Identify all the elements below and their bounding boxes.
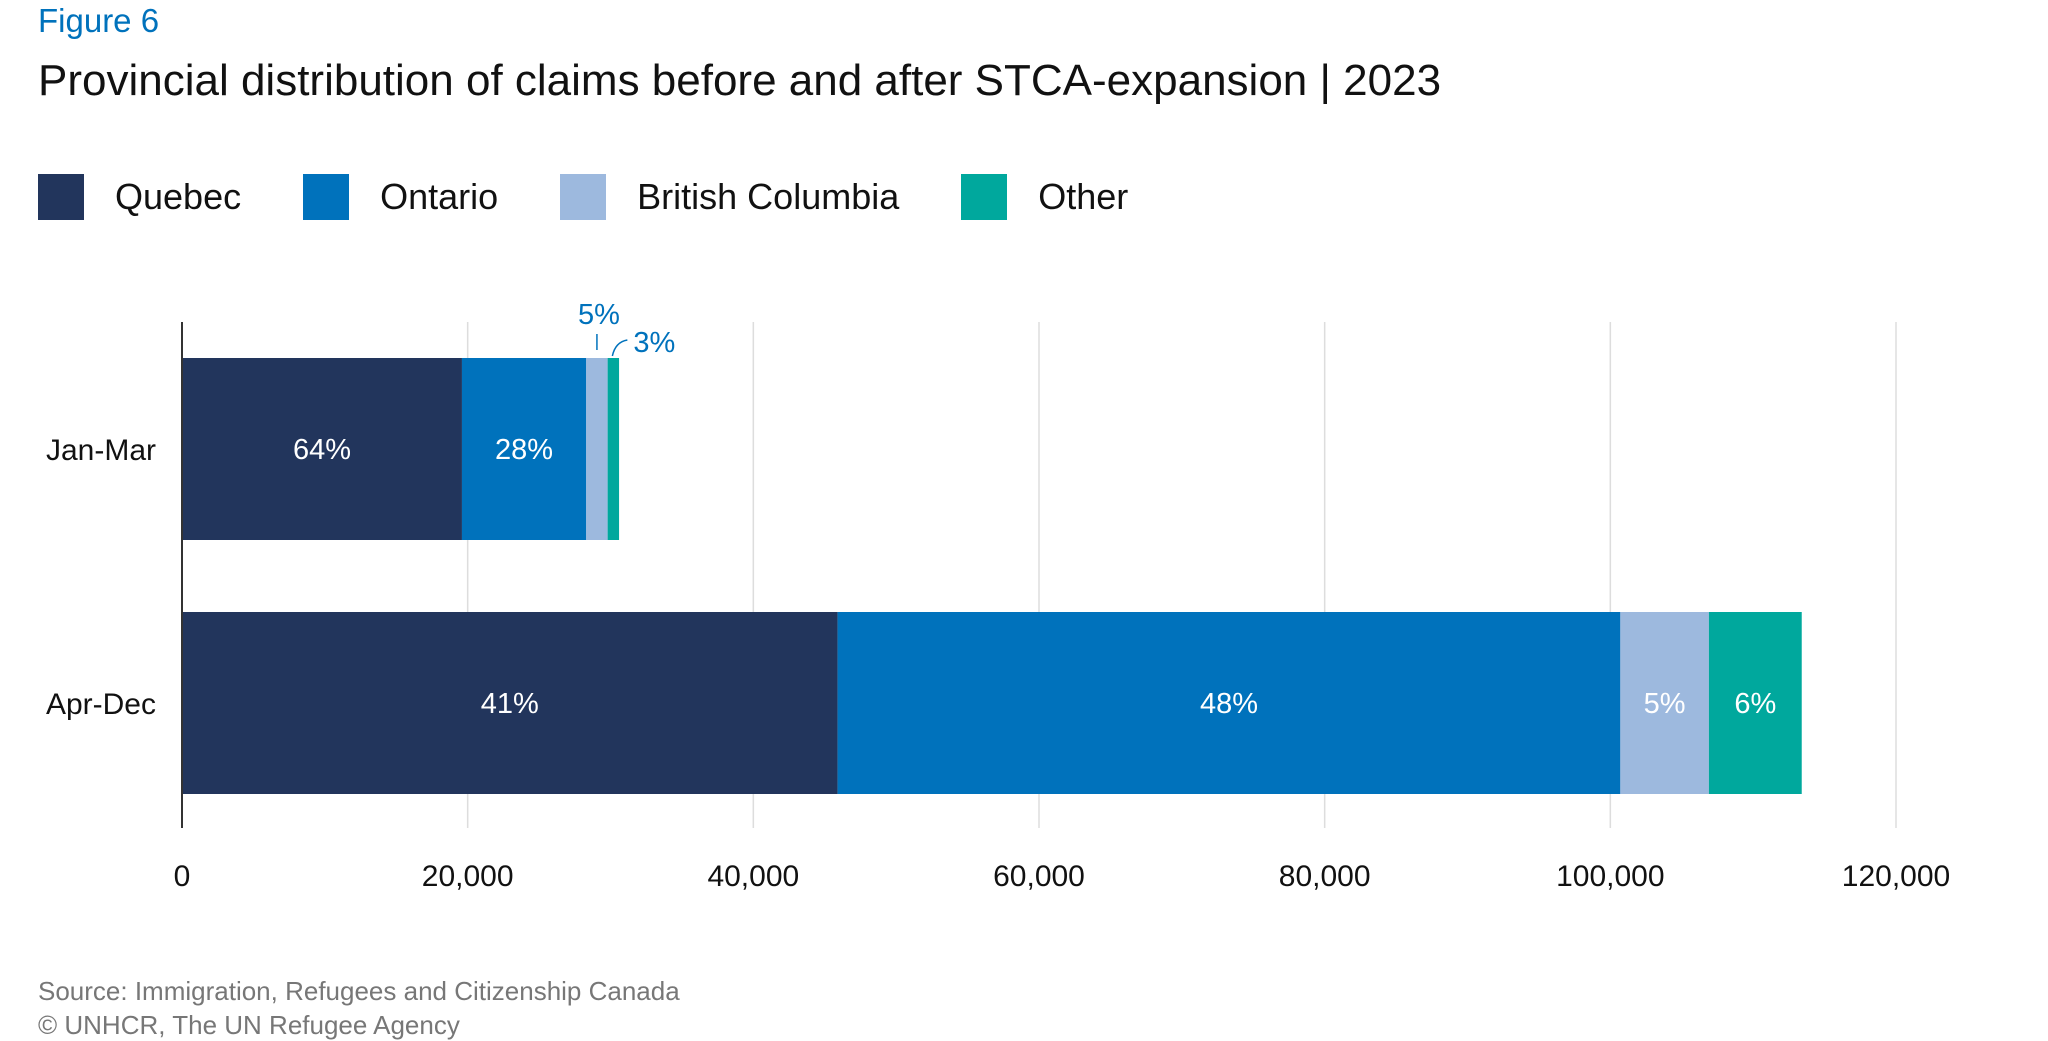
x-tick-label-3: 60,000 xyxy=(993,860,1085,893)
data-label-jan-mar-british-columbia: 5% xyxy=(578,299,620,331)
legend-item-quebec: Quebec xyxy=(38,174,241,220)
copyright-note: © UNHCR, The UN Refugee Agency xyxy=(38,1010,460,1040)
chart-title: Provincial distribution of claims before… xyxy=(38,56,1442,105)
bar-apr-dec-ontario xyxy=(837,612,1621,794)
bar-apr-dec-british-columbia xyxy=(1620,612,1709,794)
legend-label-other: Other xyxy=(1038,176,1129,217)
legend-swatch-quebec xyxy=(38,174,84,220)
data-label-jan-mar-other: 3% xyxy=(633,327,675,359)
data-label-apr-dec-other: 6% xyxy=(1734,688,1776,720)
data-label-apr-dec-quebec: 41% xyxy=(481,688,539,720)
data-label-jan-mar-quebec: 64% xyxy=(293,434,351,466)
data-label-apr-dec-ontario: 48% xyxy=(1200,688,1258,720)
x-tick-label-4: 80,000 xyxy=(1279,860,1371,893)
category-label-jan-mar: Jan-Mar xyxy=(46,434,156,467)
x-tick-label-1: 20,000 xyxy=(422,860,514,893)
data-label-apr-dec-british-columbia: 5% xyxy=(1644,688,1686,720)
bar-apr-dec-quebec xyxy=(182,612,838,794)
legend-item-british-columbia: British Columbia xyxy=(560,174,899,220)
legend-swatch-other xyxy=(961,174,1008,220)
bar-chart: 64% 28% 5% 3% Jan-Mar 41% 48% 5% 6% Apr-Dec 0 20,00… xyxy=(46,299,1950,893)
legend-label-british-columbia: British Columbia xyxy=(637,176,900,217)
legend-label-quebec: Quebec xyxy=(115,176,242,217)
data-label-jan-mar-ontario: 28% xyxy=(495,434,553,466)
legend: Quebec Ontario British Columbia Other xyxy=(38,173,1190,221)
bar-jan-mar-quebec xyxy=(182,358,462,540)
bar-jan-mar-ontario xyxy=(461,358,587,540)
figure-label: Figure 6 xyxy=(38,2,160,39)
x-tick-label-2: 40,000 xyxy=(707,860,799,893)
bar-jan-mar-british-columbia xyxy=(586,358,608,540)
leader-jan-mar-other xyxy=(611,339,628,357)
legend-label-ontario: Ontario xyxy=(380,176,499,217)
x-tick-label-0: 0 xyxy=(174,860,191,893)
bar-apr-dec-other xyxy=(1708,612,1802,794)
source-note: Source: Immigration, Refugees and Citize… xyxy=(38,976,680,1006)
x-tick-label-5: 100,000 xyxy=(1556,860,1664,893)
bar-jan-mar-other xyxy=(607,358,620,540)
legend-swatch-ontario xyxy=(303,174,350,220)
x-tick-label-6: 120,000 xyxy=(1842,860,1950,893)
legend-item-other: Other xyxy=(961,174,1128,220)
category-label-apr-dec: Apr-Dec xyxy=(46,688,156,721)
legend-item-ontario: Ontario xyxy=(303,174,498,220)
legend-swatch-british-columbia xyxy=(560,174,607,220)
